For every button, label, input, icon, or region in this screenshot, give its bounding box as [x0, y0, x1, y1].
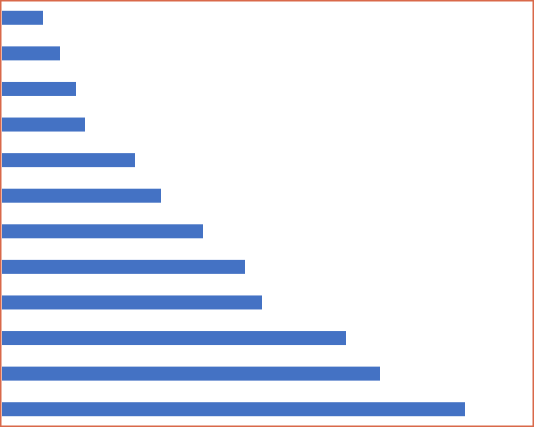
bar: [2, 366, 380, 381]
bar: [2, 10, 43, 25]
bar: [2, 259, 245, 274]
bar: [2, 188, 161, 203]
bar: [2, 295, 262, 310]
bar: [2, 224, 203, 239]
bar: [2, 402, 465, 417]
bar: [2, 117, 85, 132]
bar: [2, 331, 346, 346]
bar: [2, 81, 76, 96]
bar: [2, 46, 60, 61]
bar: [2, 153, 135, 168]
